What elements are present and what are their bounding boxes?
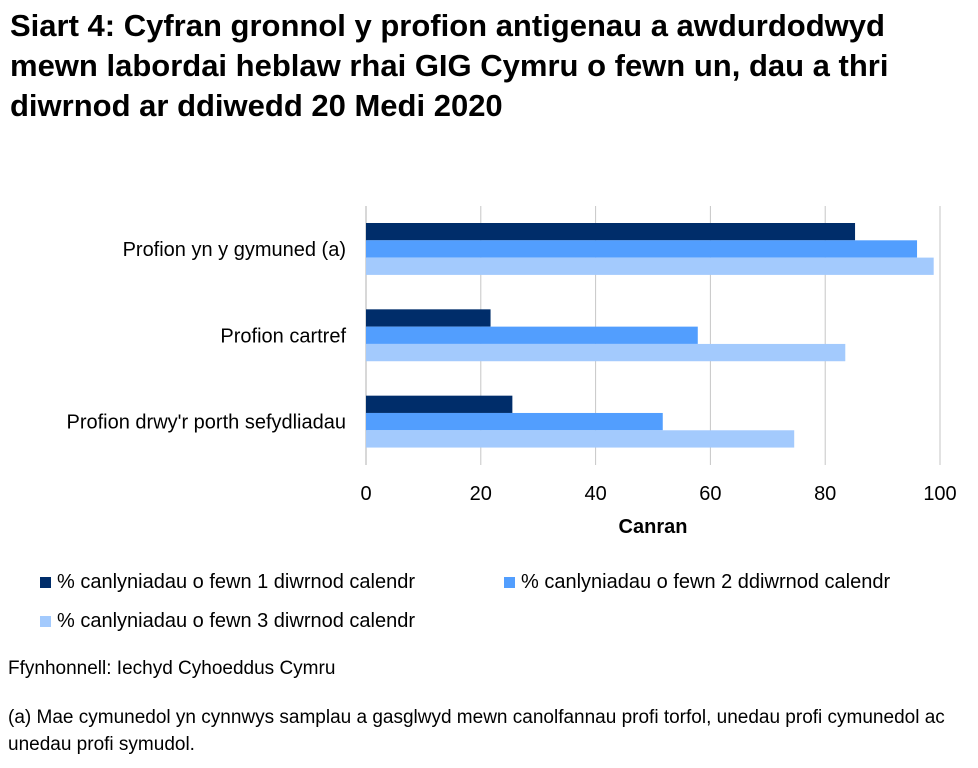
- legend-item-2: % canlyniadau o fewn 2 ddiwrnod calendr: [504, 571, 890, 594]
- chart-title: Siart 4: Cyfran gronnol y profion antige…: [10, 8, 889, 123]
- footnote: (a) Mae cymunedol yn cynnwys samplau a g…: [8, 707, 945, 755]
- x-tick-label: 60: [699, 483, 721, 505]
- bar: [366, 326, 698, 344]
- x-tick-label: 20: [470, 483, 492, 505]
- bar: [366, 223, 856, 241]
- legend-label: % canlyniadau o fewn 3 diwrnod calendr: [57, 610, 415, 632]
- x-tick-label: 40: [584, 483, 606, 505]
- bar: [366, 395, 513, 413]
- category-label: Profion drwy'r porth sefydliadau: [66, 412, 346, 434]
- bar: [366, 343, 846, 362]
- legend-item-1: % canlyniadau o fewn 1 diwrnod calendr: [40, 571, 415, 594]
- bar-chart: 0 20 40 60 80 100 Canran Profion yn y gymuned (…: [66, 206, 957, 538]
- legend-item-3: % canlyniadau o fewn 3 diwrnod calendr: [40, 610, 415, 633]
- legend-label: % canlyniadau o fewn 1 diwrnod calendr: [57, 571, 415, 593]
- x-axis-label: Canran: [619, 516, 688, 538]
- x-tick-label: 0: [360, 483, 371, 505]
- legend-label: % canlyniadau o fewn 2 ddiwrnod calendr: [521, 571, 891, 593]
- bar: [366, 430, 795, 448]
- source-text: Ffynhonnell: Iechyd Cyhoeddus Cymru: [8, 658, 336, 679]
- bar: [366, 240, 918, 258]
- bar: [366, 412, 663, 431]
- category-label: Profion cartref: [220, 325, 346, 347]
- legend-swatch: [40, 577, 51, 588]
- legend-swatch: [504, 577, 515, 588]
- category-label: Profion yn y gymuned (a): [123, 239, 346, 261]
- x-tick-label: 100: [923, 483, 956, 505]
- bar: [366, 309, 491, 327]
- legend-swatch: [40, 616, 51, 627]
- x-tick-label: 80: [814, 483, 836, 505]
- bar: [366, 257, 934, 275]
